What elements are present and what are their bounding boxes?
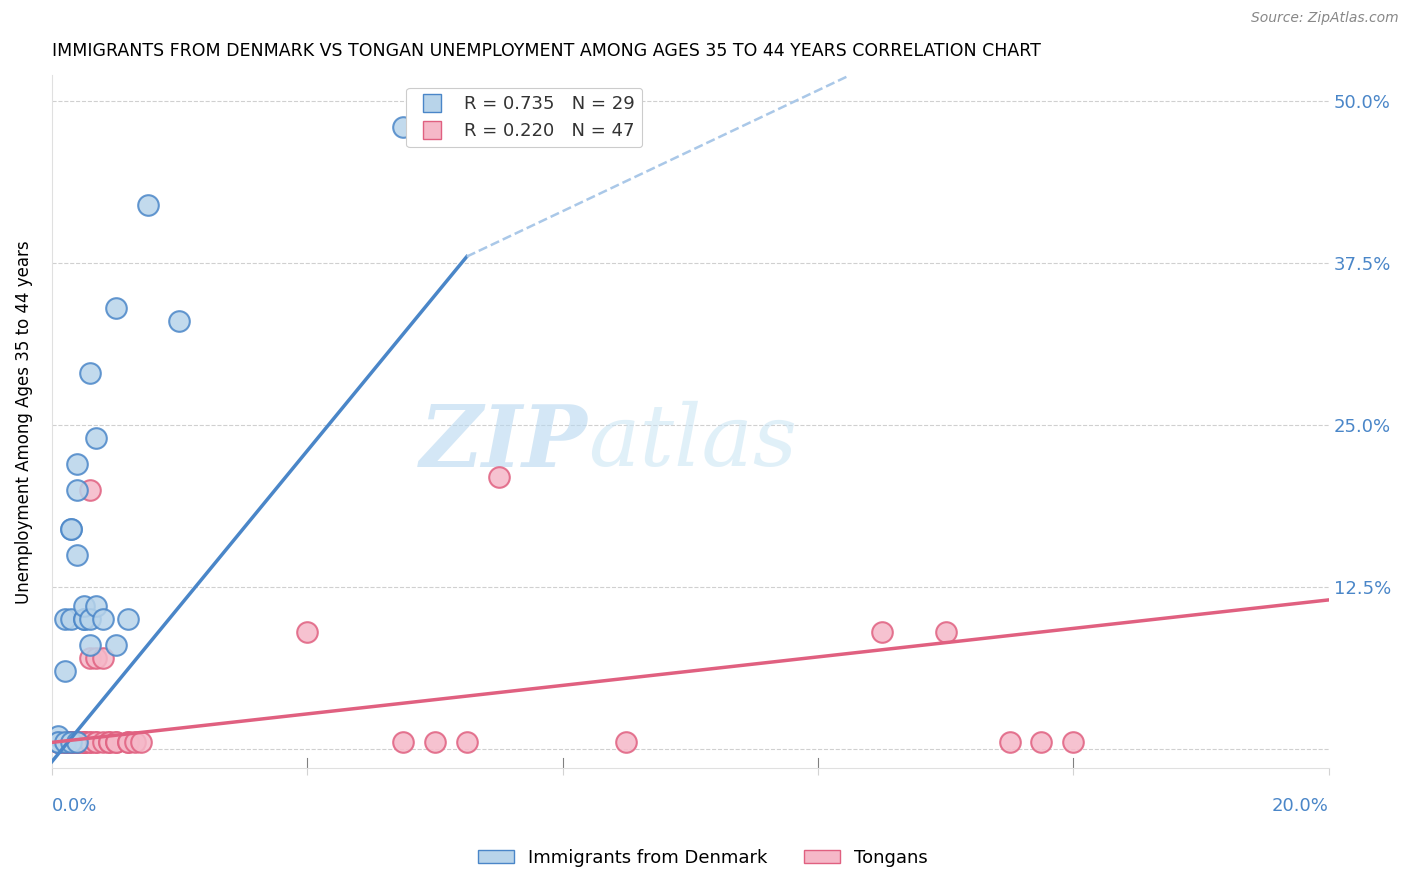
Point [73, 612, 96, 626]
Point [46, 729, 69, 743]
Point [117, 735, 139, 749]
Point [129, 735, 152, 749]
Point [79, 638, 101, 652]
Point [392, 120, 415, 134]
Point [46, 735, 69, 749]
Point [86, 431, 108, 445]
Point [66, 457, 89, 471]
Point [66, 483, 89, 497]
Point [79, 612, 101, 626]
Point [104, 735, 127, 749]
Point [59, 735, 82, 749]
Point [870, 625, 893, 640]
Point [73, 735, 96, 749]
Text: Source: ZipAtlas.com: Source: ZipAtlas.com [1251, 11, 1399, 25]
Point [53, 735, 76, 749]
Point [392, 735, 415, 749]
Point [86, 599, 108, 614]
Text: ZIP: ZIP [420, 401, 588, 484]
Point [46, 735, 69, 749]
Legend: Immigrants from Denmark, Tongans: Immigrants from Denmark, Tongans [471, 842, 935, 874]
Point [59, 735, 82, 749]
Point [124, 735, 146, 749]
Point [91, 735, 114, 749]
Point [66, 735, 89, 749]
Point [91, 612, 114, 626]
Point [86, 735, 108, 749]
Point [59, 612, 82, 626]
Point [53, 735, 76, 749]
Y-axis label: Unemployment Among Ages 35 to 44 years: Unemployment Among Ages 35 to 44 years [15, 240, 32, 604]
Point [53, 735, 76, 749]
Point [79, 651, 101, 665]
Point [46, 735, 69, 749]
Point [79, 735, 101, 749]
Point [73, 735, 96, 749]
Point [59, 735, 82, 749]
Point [66, 735, 89, 749]
Point [998, 735, 1021, 749]
Point [73, 735, 96, 749]
Point [53, 735, 76, 749]
Point [616, 735, 638, 749]
Point [66, 548, 89, 562]
Point [104, 301, 127, 316]
Point [169, 314, 191, 328]
Text: IMMIGRANTS FROM DENMARK VS TONGAN UNEMPLOYMENT AMONG AGES 35 TO 44 YEARS CORRELA: IMMIGRANTS FROM DENMARK VS TONGAN UNEMPL… [52, 42, 1040, 60]
Point [104, 735, 127, 749]
Point [456, 735, 478, 749]
Point [59, 735, 82, 749]
Point [98, 735, 121, 749]
Point [295, 625, 318, 640]
Point [53, 612, 76, 626]
Point [117, 612, 139, 626]
Text: 0.0%: 0.0% [52, 797, 97, 814]
Point [66, 735, 89, 749]
Point [73, 599, 96, 614]
Point [79, 366, 101, 380]
Point [73, 735, 96, 749]
Point [79, 483, 101, 497]
Point [423, 735, 446, 749]
Point [1062, 735, 1084, 749]
Point [79, 735, 101, 749]
Point [53, 664, 76, 678]
Point [935, 625, 957, 640]
Point [488, 470, 510, 484]
Point [98, 735, 121, 749]
Point [86, 735, 108, 749]
Point [59, 522, 82, 536]
Point [117, 735, 139, 749]
Point [66, 735, 89, 749]
Point [46, 735, 69, 749]
Point [59, 522, 82, 536]
Point [136, 198, 159, 212]
Point [73, 612, 96, 626]
Point [91, 651, 114, 665]
Point [46, 735, 69, 749]
Point [59, 735, 82, 749]
Text: 20.0%: 20.0% [1272, 797, 1329, 814]
Point [104, 638, 127, 652]
Point [53, 735, 76, 749]
Point [86, 651, 108, 665]
Legend: R = 0.735   N = 29, R = 0.220   N = 47: R = 0.735 N = 29, R = 0.220 N = 47 [406, 87, 643, 147]
Text: atlas: atlas [588, 401, 797, 483]
Point [66, 735, 89, 749]
Point [1031, 735, 1053, 749]
